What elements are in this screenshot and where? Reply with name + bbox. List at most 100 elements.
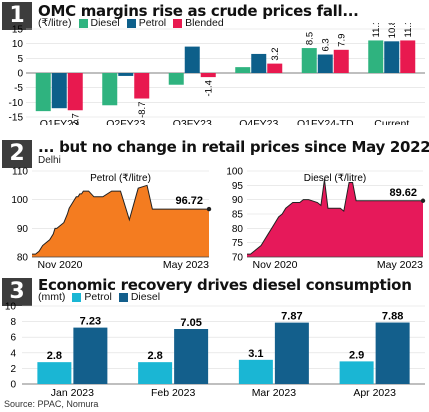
panel-title: ... but no change in retail prices since… bbox=[38, 138, 429, 156]
y-tick-label: -15 bbox=[9, 113, 24, 124]
unit-label: (₹/litre) bbox=[38, 17, 72, 29]
y-tick-label: 2 bbox=[10, 364, 16, 375]
panel-number: 1 bbox=[2, 2, 32, 30]
legend-label-blended: Blended bbox=[185, 17, 224, 29]
data-label: 2.9 bbox=[349, 349, 364, 361]
bar-diesel bbox=[102, 73, 118, 106]
category-label: Q1FY23 bbox=[40, 118, 79, 125]
data-label: -1.4 bbox=[204, 80, 215, 96]
panel-number: 3 bbox=[2, 278, 32, 306]
bar-diesel bbox=[301, 48, 317, 73]
data-label: 7.88 bbox=[382, 311, 403, 323]
end-point-marker bbox=[206, 206, 212, 212]
y-tick-label: 80 bbox=[17, 253, 29, 264]
y-tick-label: 85 bbox=[232, 210, 244, 221]
data-label: -8.7 bbox=[137, 102, 148, 118]
y-tick-label: 10 bbox=[12, 39, 24, 50]
y-tick-label: -10 bbox=[9, 98, 24, 109]
legend-swatch-blended bbox=[173, 18, 183, 28]
bar-petrol bbox=[138, 362, 173, 384]
bar-blended bbox=[134, 73, 150, 99]
bar-petrol bbox=[238, 359, 273, 384]
y-tick-label: 0 bbox=[17, 69, 23, 80]
category-label: Feb 2023 bbox=[151, 387, 196, 398]
legend-swatch-diesel bbox=[78, 18, 88, 28]
y-tick-label: 90 bbox=[232, 195, 244, 206]
y-tick-label: 70 bbox=[232, 253, 244, 264]
legend-label-petrol: Petrol bbox=[138, 17, 167, 29]
bar-petrol bbox=[251, 53, 267, 73]
bar-diesel bbox=[375, 322, 410, 384]
chart-title: Petrol (₹/litre) bbox=[90, 173, 151, 184]
category-label: Apr 2023 bbox=[353, 387, 396, 398]
category-label: Mar 2023 bbox=[252, 387, 297, 398]
diesel-area bbox=[247, 179, 423, 257]
data-label: -12.7 bbox=[71, 113, 82, 125]
category-label: Q3FY23 bbox=[173, 118, 212, 125]
panel-title: Economic recovery drives diesel consumpt… bbox=[38, 276, 412, 294]
bar-diesel bbox=[174, 329, 209, 384]
bar-petrol bbox=[384, 41, 400, 73]
category-label: Q1FY24-TD bbox=[297, 118, 354, 125]
y-tick-label: 110 bbox=[12, 167, 28, 178]
data-label: 3.2 bbox=[270, 47, 281, 60]
category-label: Q2FY23 bbox=[106, 118, 145, 125]
panel-subtitle: Delhi bbox=[38, 155, 61, 166]
y-tick-label: 100 bbox=[11, 195, 28, 206]
y-tick-label: 8 bbox=[10, 317, 16, 328]
legend-label-diesel: Diesel bbox=[130, 291, 161, 303]
end-value-label: 96.72 bbox=[175, 195, 203, 207]
bar-diesel bbox=[35, 73, 51, 112]
y-tick-label: 75 bbox=[232, 238, 244, 249]
chart-title: Diesel (₹/litre) bbox=[304, 173, 366, 184]
y-tick-label: 0 bbox=[10, 380, 16, 391]
y-tick-label: 6 bbox=[10, 333, 16, 344]
data-label: 7.87 bbox=[281, 311, 302, 323]
bar-diesel bbox=[274, 322, 309, 384]
panel-consumption: 3 Economic recovery drives diesel consum… bbox=[0, 276, 429, 398]
bar-petrol bbox=[317, 54, 333, 73]
panel-number: 2 bbox=[2, 140, 32, 168]
data-label: 2.8 bbox=[147, 350, 162, 362]
unit-label: (mmt) bbox=[38, 291, 66, 303]
end-value-label: 89.62 bbox=[389, 187, 417, 199]
petrol-price-chart: 80 90 100 110 96.72 Petrol (₹/litre) Nov 2020 M… bbox=[11, 167, 212, 271]
category-label: Q4FY23 bbox=[239, 118, 278, 125]
data-label: 10.8 bbox=[387, 23, 398, 38]
bar-blended bbox=[400, 40, 416, 73]
data-label: 7.05 bbox=[180, 317, 201, 329]
y-tick-label: 4 bbox=[10, 348, 16, 359]
data-label: 11.1 bbox=[371, 23, 382, 37]
bar-diesel bbox=[235, 67, 251, 73]
y-tick-label: -5 bbox=[14, 83, 23, 94]
chart-legend: (mmt) Petrol Diesel bbox=[38, 291, 160, 303]
legend-label-diesel: Diesel bbox=[90, 17, 120, 29]
diesel-line bbox=[247, 179, 423, 255]
y-tick-label: 90 bbox=[17, 224, 29, 235]
y-tick-label: 5 bbox=[17, 54, 23, 65]
bar-petrol bbox=[51, 73, 67, 109]
bar-diesel bbox=[168, 73, 184, 85]
bar-blended bbox=[67, 73, 83, 111]
petrol-area bbox=[32, 185, 209, 257]
x-tick-label: Nov 2020 bbox=[253, 259, 298, 271]
panel-retail-prices: 2 ... but no change in retail prices sin… bbox=[0, 136, 429, 276]
bar-blended bbox=[333, 49, 349, 73]
data-label: 7.9 bbox=[337, 34, 348, 47]
bar-blended bbox=[267, 63, 283, 73]
legend-swatch-petrol bbox=[72, 292, 82, 302]
data-label: 2.8 bbox=[47, 350, 62, 362]
y-tick-label: 15 bbox=[12, 25, 24, 36]
data-label: 6.3 bbox=[321, 38, 332, 51]
x-tick-label: May 2023 bbox=[377, 259, 423, 271]
x-tick-label: May 2023 bbox=[163, 259, 209, 271]
bar-petrol bbox=[339, 361, 374, 384]
bar-blended bbox=[200, 73, 216, 78]
bar-petrol bbox=[118, 73, 134, 76]
bar-diesel bbox=[368, 40, 384, 73]
source-note: Source: PPAC, Nomura bbox=[4, 399, 99, 409]
y-tick-label: 95 bbox=[232, 181, 244, 192]
panel-title: OMC margins rise as crude prices fall... bbox=[38, 2, 359, 20]
diesel-price-chart: 70 75 80 85 90 95 100 89.62 Diesel (₹/litre) Nov … bbox=[226, 167, 426, 271]
petrol-line bbox=[32, 184, 209, 255]
